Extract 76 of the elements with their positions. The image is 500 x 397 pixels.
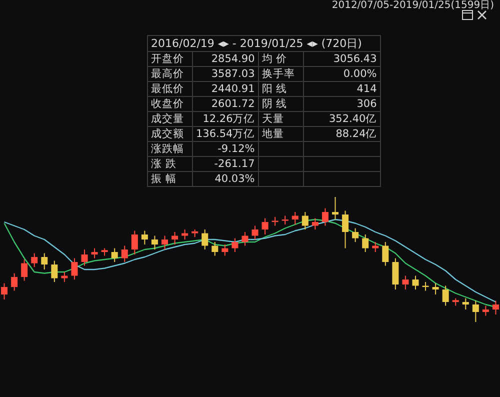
- candlestick: [372, 242, 379, 252]
- candlestick: [81, 249, 88, 266]
- candlestick: [172, 232, 178, 245]
- text: 0.00%: [303, 66, 380, 82]
- text: 涨跌幅: [148, 142, 192, 156]
- candlestick: [1, 282, 8, 300]
- text: 306: [303, 96, 380, 112]
- text: 2016/02/19 ◂▸ - 2019/01/25 ◂▸ (720日): [148, 36, 380, 52]
- candlestick: [362, 234, 369, 252]
- text: 352.40亿: [303, 112, 380, 126]
- candlestick: [402, 275, 409, 290]
- text: -261.17: [192, 156, 258, 172]
- candlestick: [161, 235, 168, 250]
- candlestick: [482, 305, 489, 316]
- text: 阴 线: [258, 96, 304, 112]
- candlestick: [392, 258, 399, 290]
- text: 2012/07/05-2019/01/25(1599日): [332, 0, 494, 12]
- text: 均 价: [258, 52, 304, 66]
- text: 40.03%: [192, 172, 258, 186]
- candlestick: [472, 300, 479, 322]
- candlestick: [442, 285, 449, 306]
- text: 涨 跌: [148, 156, 192, 172]
- text: 成交额: [148, 126, 192, 142]
- candlestick: [492, 300, 499, 315]
- candlestick: [352, 228, 359, 242]
- candlestick: [61, 272, 68, 282]
- text: 2440.91: [192, 82, 258, 96]
- text: 振 幅: [148, 172, 192, 186]
- candlestick: [412, 275, 419, 290]
- text: 3587.03: [192, 66, 258, 82]
- candlestick: [11, 272, 18, 292]
- candlestick: [252, 225, 258, 240]
- text: 开盘价: [148, 52, 192, 66]
- text: 成交量: [148, 112, 192, 126]
- text: 88.24亿: [303, 126, 380, 142]
- text: 最高价: [148, 66, 192, 82]
- candlestick: [202, 229, 208, 250]
- candlestick: [141, 230, 148, 245]
- candlestick: [382, 242, 389, 266]
- text: 414: [303, 82, 380, 96]
- candlestick: [462, 298, 469, 310]
- candlestick: [212, 242, 218, 256]
- text: 收盘价: [148, 96, 192, 112]
- candlestick: [332, 196, 339, 220]
- candlestick: [432, 282, 439, 295]
- candlestick: [232, 238, 238, 252]
- candlestick: [262, 218, 268, 235]
- candlestick: [182, 229, 188, 240]
- text: 阳 线: [258, 82, 304, 96]
- text: 2854.90: [192, 52, 258, 66]
- candlestick: [242, 232, 248, 246]
- text: 12.26万亿: [192, 112, 258, 126]
- text: 最低价: [148, 82, 192, 96]
- candlestick: [41, 252, 48, 270]
- candlestick: [31, 252, 38, 268]
- candlestick: [131, 230, 138, 255]
- text: 换手率: [258, 66, 304, 82]
- text: 天量: [258, 112, 304, 126]
- candlestick: [21, 259, 28, 282]
- text: 2601.72: [192, 96, 258, 112]
- text: -9.12%: [192, 142, 258, 156]
- candlestick: [342, 210, 349, 249]
- candlestick: [91, 248, 98, 259]
- text: 地量: [258, 126, 304, 142]
- candlestick: [151, 235, 158, 250]
- candlestick: [71, 258, 78, 280]
- candlestick: [312, 218, 318, 230]
- candlestick: [322, 208, 328, 226]
- candlestick: [121, 245, 128, 262]
- candlestick: [51, 260, 58, 282]
- text: 3056.43: [303, 52, 380, 66]
- candlestick: [111, 248, 118, 262]
- candlestick: [302, 212, 308, 230]
- candlestick: [292, 212, 298, 225]
- candlestick: [222, 244, 228, 256]
- text: 136.54万亿: [192, 126, 258, 142]
